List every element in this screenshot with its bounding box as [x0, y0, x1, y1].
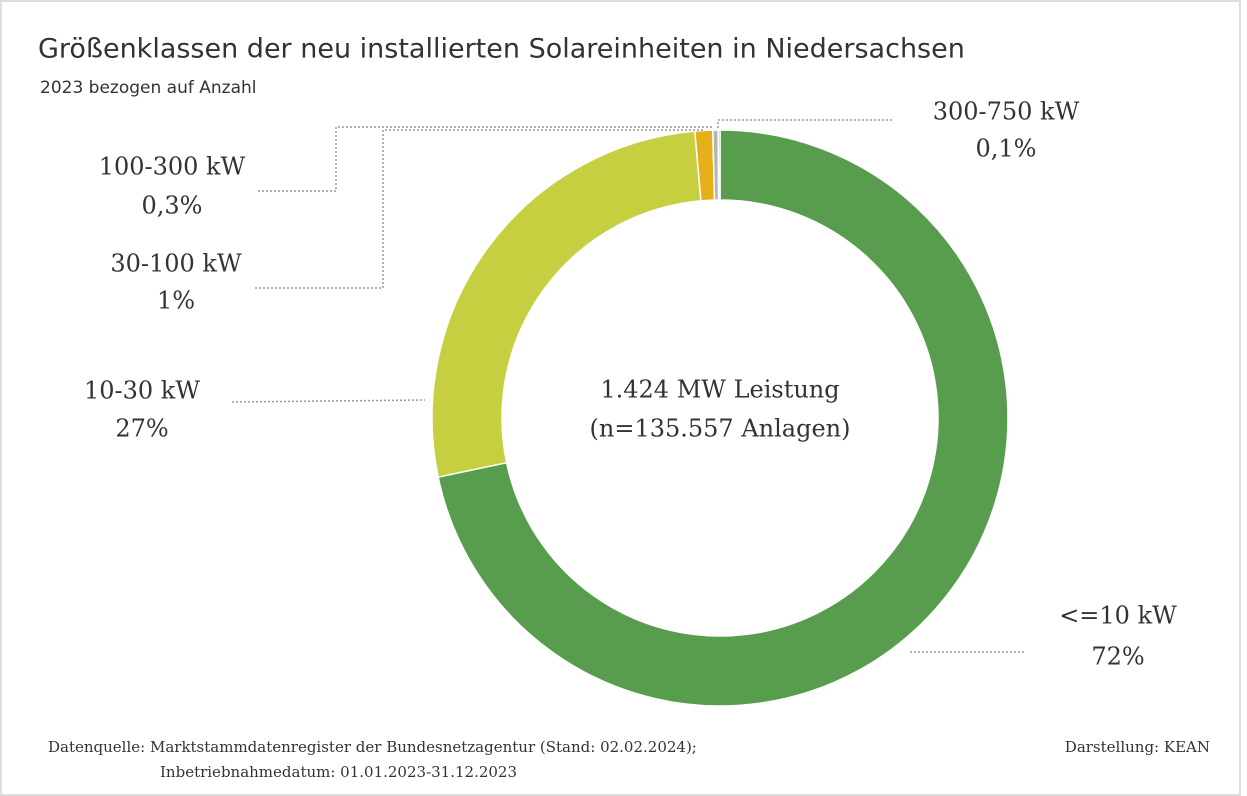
value-label: 0,1% — [976, 135, 1037, 163]
leader-line — [717, 119, 892, 128]
center-text: 1.424 MW Leistung — [600, 376, 839, 404]
donut-segment — [431, 130, 702, 478]
credit: Darstellung: KEAN — [1065, 738, 1210, 756]
leader-line — [258, 126, 712, 192]
slice-label: 100-300 kW — [99, 153, 246, 181]
value-label: 27% — [115, 415, 168, 443]
donut-segment — [717, 129, 721, 201]
center-text: (n=135.557 Anlagen) — [590, 415, 851, 443]
donut-segment — [437, 129, 1009, 707]
source: Datenquelle: Marktstammdatenregister der… — [48, 738, 697, 756]
chart-subtitle: 2023 bezogen auf Anzahl — [40, 78, 257, 98]
slice-label: 10-30 kW — [84, 377, 200, 405]
slice-label: 30-100 kW — [110, 250, 242, 278]
slice-label: 300-750 kW — [933, 98, 1080, 126]
value-label: 72% — [1091, 643, 1144, 671]
value-label: 1% — [157, 287, 195, 315]
leader-line — [231, 399, 426, 403]
chart-title: Größenklassen der neu installierten Sola… — [38, 34, 965, 65]
slice-label: <=10 kW — [1059, 602, 1177, 630]
leader-line — [255, 129, 705, 289]
source: Inbetriebnahmedatum: 01.01.2023-31.12.20… — [160, 763, 517, 781]
value-label: 0,3% — [142, 192, 203, 220]
